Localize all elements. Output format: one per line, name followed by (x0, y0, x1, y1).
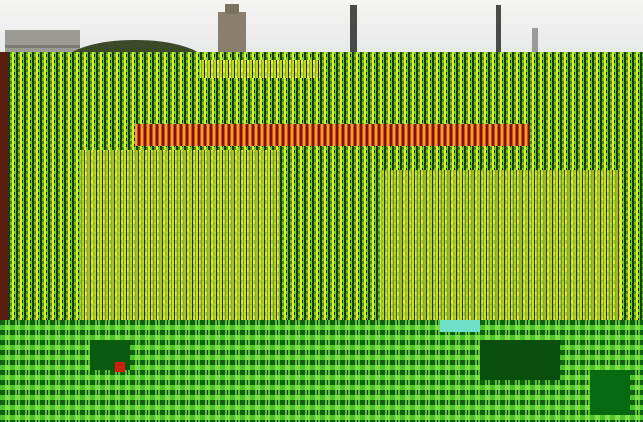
glitch-block (590, 370, 630, 415)
glitch-block (480, 340, 560, 380)
tower-top (225, 4, 239, 14)
glitch-edge (0, 52, 8, 422)
glitch-band (135, 124, 530, 146)
building-detail (5, 45, 80, 48)
glitch-dot (115, 362, 125, 372)
crane (532, 28, 538, 58)
glitch-patch (80, 150, 280, 320)
pole (496, 5, 501, 60)
pole (350, 5, 357, 60)
glitch-patch (200, 60, 320, 78)
glitch-patch (380, 170, 620, 320)
glitch-patch (440, 320, 480, 332)
